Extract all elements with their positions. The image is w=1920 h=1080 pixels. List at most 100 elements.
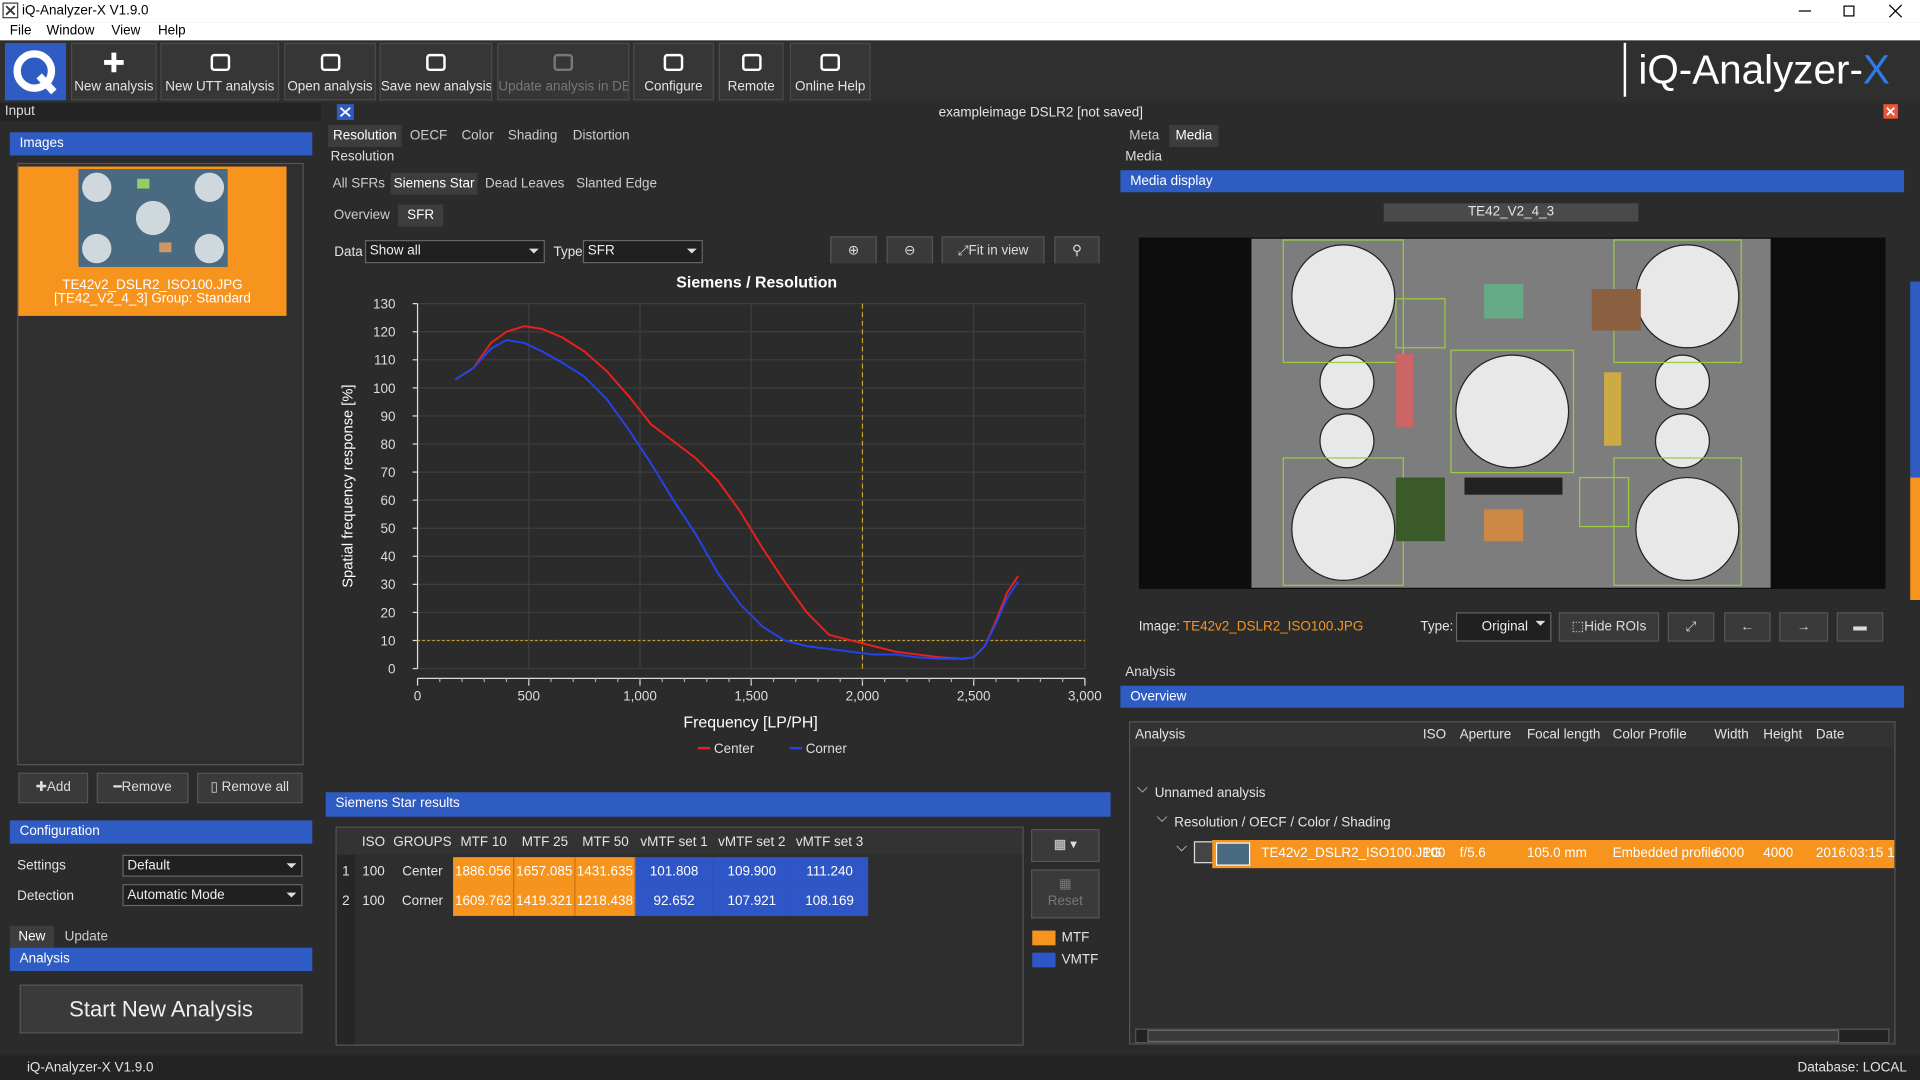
table-cell: 101.808: [635, 857, 713, 887]
hide-rois-button[interactable]: ⬚Hide ROIs: [1558, 612, 1660, 642]
toolbar-label: Configure: [644, 79, 703, 95]
expand-button[interactable]: ⤢: [1667, 612, 1715, 642]
column-header: vMTF set 1: [640, 835, 708, 850]
section-header: Configuration: [9, 820, 313, 844]
toolbar-button[interactable]: New analysis: [71, 42, 157, 101]
toolbar-button[interactable]: Save new analysis: [379, 42, 493, 101]
tab[interactable]: Color: [461, 128, 494, 144]
toolbar-icon: [820, 53, 840, 72]
toolbar-label: Remote: [727, 79, 775, 95]
button-label: Remove all: [221, 780, 290, 795]
tab[interactable]: SFR: [397, 204, 444, 227]
button-label: Hide ROIs: [1584, 619, 1647, 635]
redo-button[interactable]: →: [1779, 612, 1829, 642]
settings-dropdown[interactable]: Default: [122, 854, 303, 877]
menu-item[interactable]: View: [111, 23, 141, 38]
toolbar-icon: [741, 53, 762, 72]
column-header: Width: [1714, 727, 1749, 743]
zoom-in-button[interactable]: ⊕: [830, 236, 877, 267]
app-logo: [4, 42, 67, 101]
add-button[interactable]: ✚Add: [18, 772, 89, 804]
toolbar: New analysis New UTT analysis Open analysi…: [0, 40, 1920, 103]
remove-all-button[interactable]: ▯ Remove all: [197, 772, 303, 804]
image-item[interactable]: TE42v2_DSLR2_ISO100.JPG [TE42_V2_4_3] Gr…: [18, 166, 287, 316]
start-button[interactable]: Start New Analysis: [19, 984, 303, 1034]
table-cell: 107.921: [712, 886, 792, 916]
table-cell: 100: [362, 893, 385, 909]
menu-item[interactable]: File: [9, 23, 32, 38]
tab[interactable]: Shading: [507, 128, 558, 144]
settings-button[interactable]: ⚲: [1054, 236, 1100, 267]
test-chart-image: [1138, 237, 1886, 589]
remove-button[interactable]: ━Remove: [96, 772, 189, 804]
side-strip: [1910, 281, 1920, 478]
tab[interactable]: Update: [56, 926, 116, 948]
y-tick-label: 80: [381, 437, 396, 452]
section-header: Media display: [1120, 170, 1905, 193]
row-number: 1: [342, 864, 350, 880]
toolbar-button[interactable]: Configure: [633, 42, 714, 101]
tab-label: New: [18, 929, 46, 945]
toolbar-button[interactable]: Online Help: [789, 42, 871, 101]
chart: Siemens / Resolution 0 10 20 30 40 50 60 70 80 90 1…: [328, 263, 1107, 766]
tab[interactable]: Overview: [333, 208, 390, 223]
type-dropdown[interactable]: Original: [1455, 612, 1552, 642]
tab[interactable]: Resolution: [328, 124, 402, 147]
section-header: Analysis: [9, 947, 313, 972]
toolbar-button[interactable]: Remote: [718, 42, 784, 101]
y-tick-label: 0: [388, 661, 395, 676]
app-icon: [2, 2, 19, 19]
button-label: Remove: [121, 780, 172, 795]
results-table: ISO GROUPS MTF 10 MTF 25 MTF 50 vMTF set 1 vMT…: [335, 826, 1024, 1046]
menu-item[interactable]: Help: [157, 23, 186, 38]
fit-button[interactable]: ⤢Fit in view: [941, 236, 1045, 267]
table-options-button[interactable]: ▦ ▾: [1031, 828, 1100, 863]
legend-label: Corner: [806, 741, 848, 756]
close-icon[interactable]: [336, 104, 354, 120]
button-label: Start New Analysis: [69, 996, 253, 1022]
tab[interactable]: Meta: [1123, 125, 1166, 147]
toolbar-label: New UTT analysis: [165, 79, 275, 95]
detection-dropdown[interactable]: Automatic Mode: [122, 884, 303, 907]
reset-button[interactable]: ▦ Reset: [1031, 869, 1100, 919]
tab[interactable]: Dead Leaves: [484, 176, 565, 192]
side-strip: [1910, 477, 1920, 600]
legend-label: Center: [714, 741, 755, 756]
window-controls[interactable]: [1788, 2, 1910, 19]
tab[interactable]: OECF: [409, 128, 448, 144]
tab-label: Media: [1175, 128, 1213, 144]
image-name: TE42_V2_4_3: [1467, 204, 1555, 220]
scrollbar-thumb[interactable]: [1147, 1029, 1840, 1043]
folder-button[interactable]: ▬: [1836, 612, 1884, 642]
tab[interactable]: Distortion: [572, 128, 630, 144]
dropdown-value: SFR: [587, 243, 615, 259]
tab[interactable]: Media: [1169, 124, 1219, 147]
tab[interactable]: All SFRs: [332, 176, 385, 192]
panel-header: Input: [0, 102, 321, 122]
undo-button[interactable]: ←: [1724, 612, 1771, 642]
toolbar-button[interactable]: Open analysis: [284, 42, 376, 101]
tab[interactable]: Siemens Star: [390, 172, 478, 195]
toolbar-button[interactable]: Update analysis in DB: [497, 42, 630, 101]
window-title: iQ-Analyzer-X V1.9.0: [22, 3, 149, 19]
panel-header: Resolution: [325, 148, 1111, 168]
analysis-table: Analysis ISO Aperture Focal length Color Pro…: [1128, 721, 1896, 1045]
close-icon[interactable]: [1883, 104, 1898, 119]
data-dropdown[interactable]: Show all: [364, 240, 545, 264]
tab[interactable]: Slanted Edge: [576, 176, 657, 192]
button-label: Fit in view: [968, 243, 1029, 259]
panel-title: Resolution: [330, 149, 395, 165]
legend-label: VMTF: [1061, 952, 1099, 968]
section-title: Images: [19, 135, 64, 151]
table-cell: 100: [1422, 846, 1446, 861]
series-line: [454, 339, 1019, 660]
toolbar-button[interactable]: New UTT analysis: [160, 42, 280, 101]
tab[interactable]: New: [9, 925, 54, 948]
image-value: TE42v2_DSLR2_ISO100.JPG: [1182, 619, 1364, 635]
image-name-bar: TE42_V2_4_3: [1383, 203, 1639, 222]
menu-item[interactable]: Window: [46, 23, 95, 38]
thumbnail: [77, 168, 228, 267]
table-cell: Center: [402, 864, 443, 880]
type-dropdown[interactable]: SFR: [582, 240, 703, 264]
